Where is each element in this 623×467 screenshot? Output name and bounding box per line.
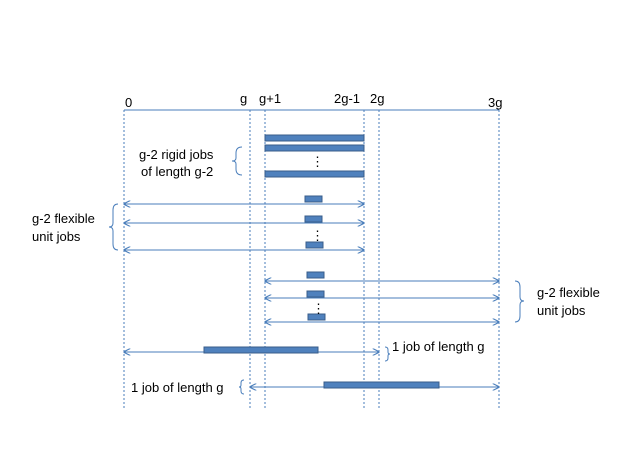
job-g-bar-upper: [203, 346, 319, 354]
flex-right-job-bar: [306, 271, 325, 279]
flex-right-job-bar: [307, 313, 326, 321]
flex-right-ellipsis: ⋮: [312, 301, 325, 316]
rigid-jobs: [264, 134, 365, 178]
flex-left-job-bar: [304, 195, 323, 203]
tick-label-2g-minus-1: 2g-1: [334, 91, 360, 106]
job-g-upper-brace: [384, 346, 391, 362]
left-flexible-jobs: [124, 195, 364, 250]
flex-left-label-line2: unit jobs: [32, 229, 81, 244]
rigid-label-line1: g-2 rigid jobs: [139, 147, 214, 162]
flex-right-label-line1: g-2 flexible: [537, 285, 600, 300]
rigid-brace: [231, 146, 243, 176]
flex-left-job-bar: [305, 241, 324, 249]
guide-lines: [123, 110, 500, 410]
rigid-job-bar: [264, 170, 365, 178]
rigid-job-bar: [264, 144, 365, 152]
flex-left-job-bar: [304, 215, 323, 223]
tick-label-g-plus-1: g+1: [259, 91, 281, 106]
tick-label-3g: 3g: [488, 95, 502, 110]
right-flexible-jobs: [265, 271, 499, 322]
flex-right-brace: [514, 280, 525, 323]
rigid-ellipsis: ⋮: [311, 154, 324, 169]
job-g-lower-brace: [238, 379, 245, 395]
job-g-bar-lower: [323, 381, 440, 389]
tick-label-0: 0: [125, 95, 132, 110]
tick-label-2g: 2g: [370, 91, 384, 106]
job-g-label-left: 1 job of length g: [131, 380, 224, 395]
rigid-job-bar: [264, 134, 365, 142]
flex-left-ellipsis: ⋮: [311, 228, 324, 243]
flex-left-brace: [108, 203, 119, 251]
flex-right-label-line2: unit jobs: [537, 303, 586, 318]
rigid-label-line2: of length g-2: [141, 164, 213, 179]
job-g-label-right: 1 job of length g: [392, 339, 485, 354]
flex-left-label-line1: g-2 flexible: [32, 211, 95, 226]
flex-right-job-bar: [306, 290, 325, 298]
tick-label-g: g: [240, 91, 247, 106]
